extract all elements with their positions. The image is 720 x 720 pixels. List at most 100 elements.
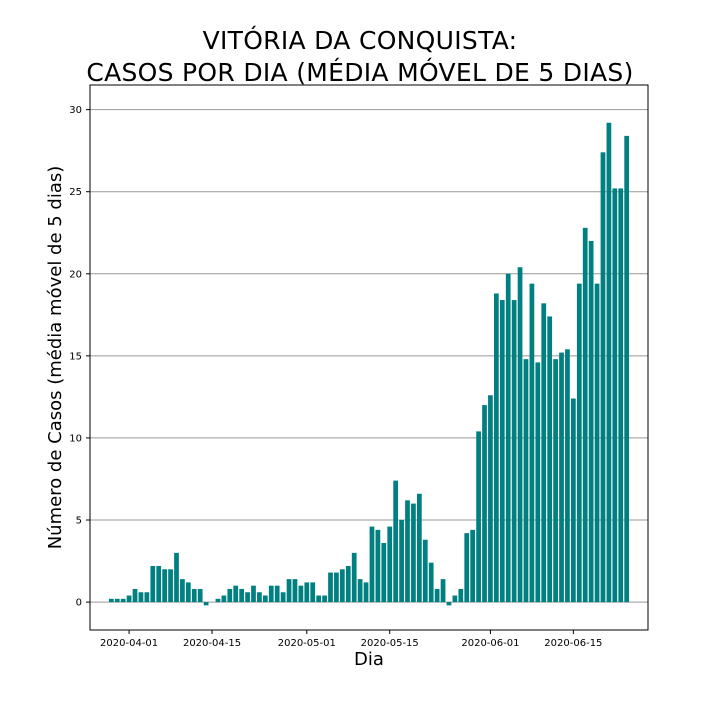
bar (292, 579, 298, 603)
bar (393, 480, 399, 603)
bar (517, 267, 523, 603)
bar (180, 579, 185, 603)
bar (126, 595, 132, 603)
bar (405, 500, 410, 603)
bar (458, 588, 464, 603)
bar (227, 588, 233, 603)
bar (268, 585, 274, 603)
bar (221, 595, 227, 603)
bar (565, 349, 570, 603)
bar (499, 300, 505, 603)
x-axis-label: Dia (354, 649, 384, 670)
bar (144, 592, 150, 603)
bar (493, 293, 499, 603)
bar (488, 395, 493, 603)
chart-title-line-2: CASOS POR DIA (MÉDIA MÓVEL DE 5 DIAS) (86, 58, 634, 87)
bar (215, 598, 221, 603)
bar (351, 552, 357, 603)
x-tick-label: 2020-05-15 (361, 638, 419, 649)
x-tick-label: 2020-04-15 (183, 638, 241, 649)
bar (274, 585, 280, 603)
bar (304, 582, 310, 603)
bar (464, 533, 470, 603)
grid-lines (90, 109, 648, 603)
y-tick-label: 5 (76, 516, 82, 527)
bar (316, 595, 322, 603)
bar (162, 569, 168, 603)
bar (363, 582, 369, 603)
bar (381, 542, 387, 603)
bar (511, 300, 517, 603)
bar (233, 585, 239, 603)
bar (428, 562, 434, 603)
x-tick-label: 2020-06-15 (544, 638, 602, 649)
y-tick-label: 10 (69, 433, 82, 444)
bar (286, 579, 292, 603)
bar (174, 552, 179, 603)
bar (416, 493, 422, 603)
bar (114, 598, 120, 603)
bar (476, 431, 481, 603)
x-tick-label: 2020-06-01 (461, 638, 519, 649)
bar (108, 598, 114, 603)
bar (203, 602, 209, 606)
bar (150, 565, 156, 603)
bar (251, 585, 256, 603)
bar (535, 362, 541, 603)
bar (399, 520, 404, 603)
bar (541, 303, 547, 603)
chart-title-line-1: VITÓRIA DA CONQUISTA: (202, 26, 518, 55)
bar (197, 588, 203, 603)
bar (357, 579, 363, 603)
y-tick-label: 20 (69, 269, 82, 280)
bar (375, 529, 381, 603)
plot-frame (89, 84, 649, 631)
y-axis-ticks: 0 5 10 15 20 25 30 (69, 105, 90, 609)
bar (239, 588, 245, 603)
bar (446, 602, 452, 606)
bar (387, 526, 393, 603)
bar (132, 588, 138, 603)
bar (523, 359, 529, 603)
bar (606, 122, 612, 603)
bar (618, 188, 624, 603)
bar (345, 565, 351, 603)
bar (600, 152, 606, 603)
x-axis-ticks: 2020-04-01 2020-04-15 2020-05-01 2020-05-15… (100, 630, 602, 649)
y-tick-label: 25 (69, 187, 82, 198)
bar (529, 283, 535, 603)
bar (422, 539, 428, 603)
bar (257, 592, 262, 603)
bar (612, 188, 618, 603)
bar (369, 526, 375, 603)
bar (280, 592, 286, 603)
bar (624, 135, 630, 603)
y-axis-label: Número de Casos (média móvel de 5 dias) (45, 166, 66, 550)
bar (547, 316, 553, 603)
bar (185, 582, 191, 603)
y-tick-label: 0 (76, 598, 82, 609)
bar (411, 503, 416, 603)
bar (339, 569, 345, 603)
bar (328, 572, 333, 603)
y-tick-label: 30 (69, 105, 82, 116)
bar (298, 585, 304, 603)
bar (553, 359, 558, 603)
bar-series (108, 122, 630, 606)
bar (440, 579, 446, 603)
bar (168, 569, 173, 603)
y-tick-label: 15 (69, 351, 82, 362)
x-tick-label: 2020-04-01 (100, 638, 158, 649)
bar (594, 283, 600, 603)
bar (570, 398, 576, 603)
bar (156, 565, 162, 603)
bar (310, 582, 316, 603)
bar (576, 283, 582, 603)
x-tick-label: 2020-05-01 (278, 638, 336, 649)
bar (434, 588, 440, 603)
bar (120, 598, 126, 603)
bar (452, 595, 458, 603)
bar (588, 240, 594, 603)
bar (470, 529, 476, 603)
